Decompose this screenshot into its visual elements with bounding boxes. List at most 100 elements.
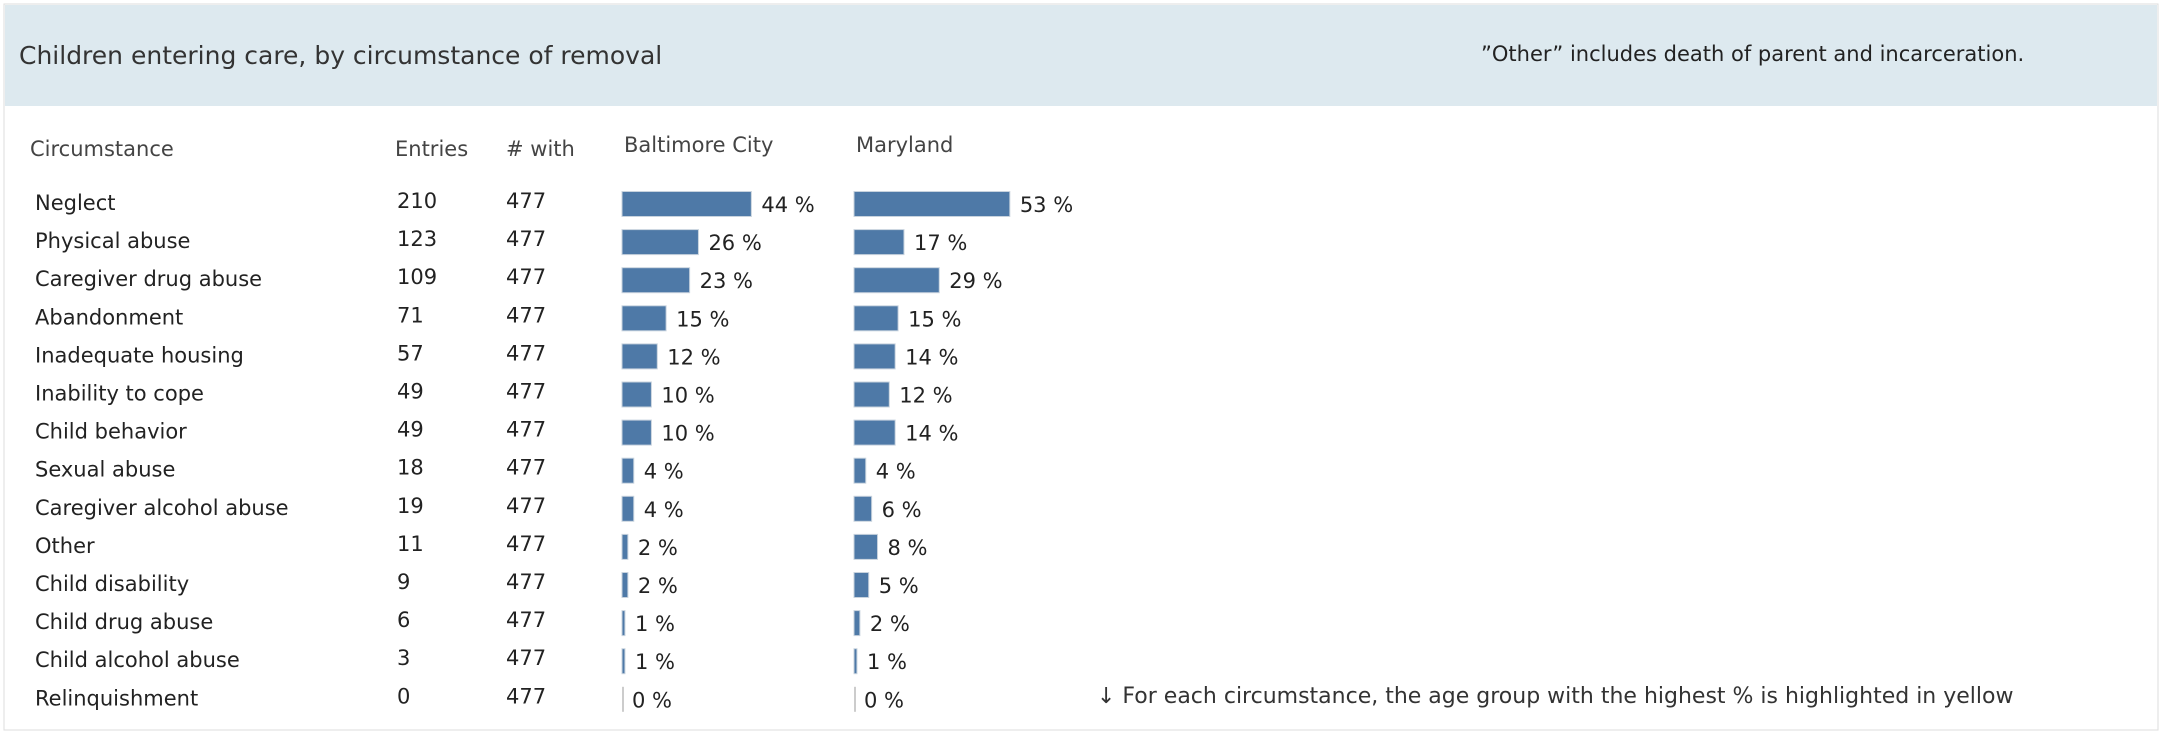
bar: [621, 229, 699, 256]
bar-label: 2 %: [638, 574, 678, 598]
with-count: 477: [506, 418, 546, 442]
bar: [853, 267, 940, 294]
column-header: Baltimore City: [624, 133, 773, 157]
bar: [853, 610, 861, 637]
panel: [3, 3, 2159, 731]
entries: 18: [397, 456, 424, 480]
circumstance: Inability to cope: [35, 382, 204, 406]
circumstance: Physical abuse: [35, 229, 190, 253]
entries: 49: [397, 380, 424, 404]
bar: [621, 419, 652, 446]
with-count: 477: [506, 646, 546, 670]
bar-label: 29 %: [949, 269, 1002, 293]
entries: 6: [397, 608, 410, 632]
bar-label: 6 %: [882, 498, 922, 522]
bar: [621, 648, 626, 675]
bar-label: 2 %: [638, 536, 678, 560]
bar: [621, 343, 658, 370]
bar-label: 17 %: [914, 231, 967, 255]
column-header: Entries: [395, 137, 468, 161]
entries: 123: [397, 227, 437, 251]
with-count: 477: [506, 227, 546, 251]
entries: 0: [397, 684, 410, 708]
bar-label: 15 %: [676, 307, 729, 331]
entries: 210: [397, 189, 437, 213]
entries: 49: [397, 418, 424, 442]
bar: [853, 381, 890, 408]
circumstance: Caregiver alcohol abuse: [35, 496, 289, 520]
circumstance: Relinquishment: [35, 686, 198, 710]
with-count: 477: [506, 303, 546, 327]
circumstance: Abandonment: [35, 305, 183, 329]
circumstance: Caregiver drug abuse: [35, 267, 262, 291]
bar-label: 12 %: [899, 384, 952, 408]
bar: [853, 495, 873, 522]
bar-label: 53 %: [1020, 193, 1073, 217]
with-count: 477: [506, 570, 546, 594]
bar-label: 10 %: [661, 422, 714, 446]
column-header: Circumstance: [30, 137, 174, 161]
bar: [621, 572, 629, 598]
bar: [621, 267, 691, 294]
bar-label: 4 %: [644, 498, 684, 522]
bar-label: 14 %: [905, 422, 958, 446]
entries: 71: [397, 303, 424, 327]
bar: [621, 495, 635, 522]
note: ”Other” includes death of parent and inc…: [1481, 42, 2024, 66]
bar-label: 26 %: [708, 231, 761, 255]
entries: 109: [397, 265, 437, 289]
footnote: ↓ For each circumstance, the age group w…: [1097, 684, 2013, 709]
entries: 9: [397, 570, 410, 594]
bar: [621, 610, 626, 637]
header-band: [5, 5, 2157, 106]
circumstance: Other: [35, 534, 95, 558]
bar-label: 4 %: [876, 460, 916, 484]
title: Children entering care, by circumstance …: [19, 41, 662, 70]
with-count: 477: [506, 684, 546, 708]
circumstance: Neglect: [35, 191, 116, 215]
with-count: 477: [506, 380, 546, 404]
bar-label: 12 %: [667, 345, 720, 369]
bar-label: 1 %: [635, 612, 675, 636]
entries: 3: [397, 646, 410, 670]
bar: [853, 572, 870, 598]
bar-label: 10 %: [661, 384, 714, 408]
bar: [621, 191, 752, 217]
with-count: 477: [506, 341, 546, 365]
bar: [853, 648, 858, 675]
bar: [853, 419, 896, 446]
circumstance: Sexual abuse: [35, 458, 175, 482]
bar: [621, 533, 629, 560]
with-count: 477: [506, 494, 546, 518]
bar-label: 14 %: [905, 345, 958, 369]
bar-label: 0 %: [864, 688, 904, 712]
bar-label: 44 %: [761, 193, 814, 217]
bar: [853, 457, 867, 484]
bar-label: 15 %: [908, 307, 961, 331]
column-header: Maryland: [856, 133, 953, 157]
bar-label: 23 %: [700, 269, 753, 293]
with-count: 477: [506, 265, 546, 289]
bar: [853, 229, 905, 256]
bar-label: 1 %: [635, 650, 675, 674]
bar: [621, 457, 635, 484]
circumstance: Child behavior: [35, 420, 187, 444]
circumstance: Child disability: [35, 572, 189, 596]
bar: [853, 343, 896, 370]
bar-label: 4 %: [644, 460, 684, 484]
circumstance: Inadequate housing: [35, 343, 244, 367]
with-count: 477: [506, 532, 546, 556]
entries: 19: [397, 494, 424, 518]
bar-label: 8 %: [888, 536, 928, 560]
bar: [621, 381, 652, 408]
circumstance: Child drug abuse: [35, 610, 213, 634]
bar: [853, 305, 899, 332]
with-count: 477: [506, 189, 546, 213]
entries: 57: [397, 341, 424, 365]
bar: [853, 191, 1011, 217]
circumstance: Child alcohol abuse: [35, 648, 240, 672]
bar: [853, 533, 879, 560]
entries: 11: [397, 532, 424, 556]
bar-label: 0 %: [632, 688, 672, 712]
